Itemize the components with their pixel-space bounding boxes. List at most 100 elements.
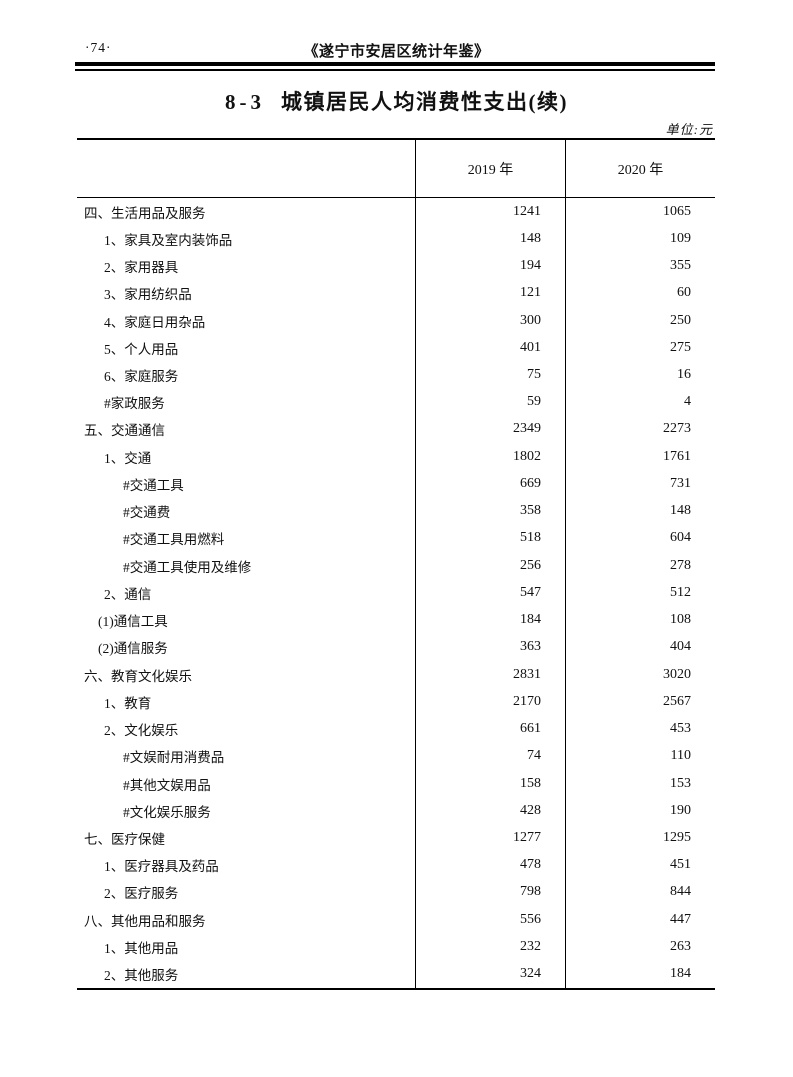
row-value-2019: 158 — [415, 769, 565, 798]
table-row: #交通工具用燃料 518 604 — [77, 524, 715, 553]
row-value-2020: 844 — [565, 878, 715, 907]
header-rule-thin — [75, 69, 715, 71]
row-value-2019: 300 — [415, 306, 565, 335]
row-label: 2、通信 — [104, 586, 152, 602]
row-value-2020: 2567 — [565, 688, 715, 716]
table-row: 1、教育 2170 2567 — [77, 688, 715, 716]
table-row: 四、生活用品及服务 1241 1065 — [77, 198, 715, 226]
header-stub-cell — [77, 140, 415, 197]
expenditure-table: 2019 年 2020 年 四、生活用品及服务 1241 1065 1、家具及室内装饰… — [77, 138, 715, 990]
row-label: 5、个人用品 — [104, 341, 179, 357]
row-label: 3、家用纺织品 — [104, 287, 192, 303]
table-row: 五、交通通信 2349 2273 — [77, 415, 715, 444]
row-label: 4、家庭日用杂品 — [104, 314, 206, 330]
row-value-2020: 148 — [565, 497, 715, 525]
table-row: (2)通信服务 363 404 — [77, 633, 715, 661]
header-col-2020: 2020 年 — [565, 140, 715, 197]
row-value-2020: 604 — [565, 524, 715, 553]
table-row: 2、其他服务 324 184 — [77, 960, 715, 988]
row-value-2020: 1295 — [565, 824, 715, 852]
table-row: 七、医疗保健 1277 1295 — [77, 824, 715, 852]
row-value-2020: 1761 — [565, 443, 715, 471]
row-value-2019: 75 — [415, 361, 565, 389]
table-row: 4、家庭日用杂品 300 250 — [77, 306, 715, 335]
table-row: #交通费 358 148 — [77, 497, 715, 525]
row-value-2020: 355 — [565, 252, 715, 280]
row-label: 2、家用器具 — [104, 260, 179, 276]
row-label: 2、文化娱乐 — [104, 723, 179, 739]
row-label: 2、医疗服务 — [104, 886, 179, 902]
table-header-row: 2019 年 2020 年 — [77, 140, 715, 198]
table-row: 六、教育文化娱乐 2831 3020 — [77, 660, 715, 689]
row-label: #交通工具用燃料 — [123, 532, 225, 548]
table-row: 1、家具及室内装饰品 148 109 — [77, 225, 715, 253]
row-value-2019: 518 — [415, 524, 565, 553]
row-value-2019: 669 — [415, 470, 565, 498]
row-label: 四、生活用品及服务 — [84, 205, 206, 221]
row-value-2019: 556 — [415, 906, 565, 934]
row-label: 1、交通 — [104, 450, 152, 466]
table-row: 6、家庭服务 75 16 — [77, 361, 715, 389]
row-label: 2、其他服务 — [104, 968, 179, 984]
table-title-text: 城镇居民人均消费性支出(续) — [281, 90, 568, 114]
table-row: #其他文娱用品 158 153 — [77, 769, 715, 798]
row-value-2019: 478 — [415, 851, 565, 879]
row-value-2020: 16 — [565, 361, 715, 389]
table-row: #交通工具 669 731 — [77, 470, 715, 498]
row-value-2019: 363 — [415, 633, 565, 661]
row-label: 七、医疗保健 — [84, 832, 165, 847]
table-body: 四、生活用品及服务 1241 1065 1、家具及室内装饰品 148 109 2、家用器具 1… — [77, 198, 715, 988]
row-value-2019: 661 — [415, 715, 565, 743]
row-label: 1、家具及室内装饰品 — [104, 232, 233, 248]
table-row: (1)通信工具 184 108 — [77, 606, 715, 634]
row-value-2020: 731 — [565, 470, 715, 498]
row-value-2019: 547 — [415, 579, 565, 607]
row-value-2020: 2273 — [565, 415, 715, 444]
row-value-2019: 184 — [415, 606, 565, 634]
row-value-2019: 121 — [415, 279, 565, 307]
row-value-2019: 194 — [415, 252, 565, 280]
row-value-2019: 401 — [415, 334, 565, 362]
row-value-2020: 263 — [565, 933, 715, 961]
row-value-2019: 1802 — [415, 443, 565, 471]
table-row: #文化娱乐服务 428 190 — [77, 797, 715, 825]
row-value-2020: 278 — [565, 552, 715, 580]
row-value-2020: 153 — [565, 769, 715, 798]
unit-label: 单位:元 — [665, 122, 713, 137]
table-number: 8-3 — [225, 90, 265, 114]
row-value-2020: 404 — [565, 633, 715, 661]
row-value-2019: 324 — [415, 960, 565, 988]
row-value-2020: 512 — [565, 579, 715, 607]
table-row: 1、医疗器具及药品 478 451 — [77, 851, 715, 879]
row-value-2020: 109 — [565, 225, 715, 253]
row-label: 1、医疗器具及药品 — [104, 859, 219, 875]
table-row: #文娱耐用消费品 74 110 — [77, 742, 715, 770]
row-label: #交通工具使用及维修 — [123, 559, 252, 575]
row-label: #文娱耐用消费品 — [123, 750, 225, 766]
row-value-2020: 60 — [565, 279, 715, 307]
row-label: #家政服务 — [104, 396, 165, 412]
table-row: 1、其他用品 232 263 — [77, 933, 715, 961]
table-row: 2、通信 547 512 — [77, 579, 715, 607]
row-value-2020: 250 — [565, 306, 715, 335]
row-value-2019: 1241 — [415, 198, 565, 226]
row-value-2020: 1065 — [565, 198, 715, 226]
row-value-2019: 59 — [415, 388, 565, 416]
row-value-2019: 2349 — [415, 415, 565, 444]
row-value-2019: 232 — [415, 933, 565, 961]
row-value-2019: 2831 — [415, 660, 565, 689]
row-label: (1)通信工具 — [98, 614, 168, 630]
row-label: 6、家庭服务 — [104, 369, 179, 385]
table-row: 3、家用纺织品 121 60 — [77, 279, 715, 307]
row-value-2020: 3020 — [565, 660, 715, 689]
row-label: #交通工具 — [123, 477, 184, 493]
running-head: ·74· 《遂宁市安居区统计年鉴》 — [0, 40, 793, 60]
row-value-2020: 451 — [565, 851, 715, 879]
row-value-2019: 798 — [415, 878, 565, 907]
row-label: #其他文娱用品 — [123, 777, 211, 793]
row-value-2019: 2170 — [415, 688, 565, 716]
header-col-2019: 2019 年 — [415, 140, 565, 197]
book-title: 《遂宁市安居区统计年鉴》 — [303, 43, 490, 60]
row-label: 1、其他用品 — [104, 940, 179, 956]
